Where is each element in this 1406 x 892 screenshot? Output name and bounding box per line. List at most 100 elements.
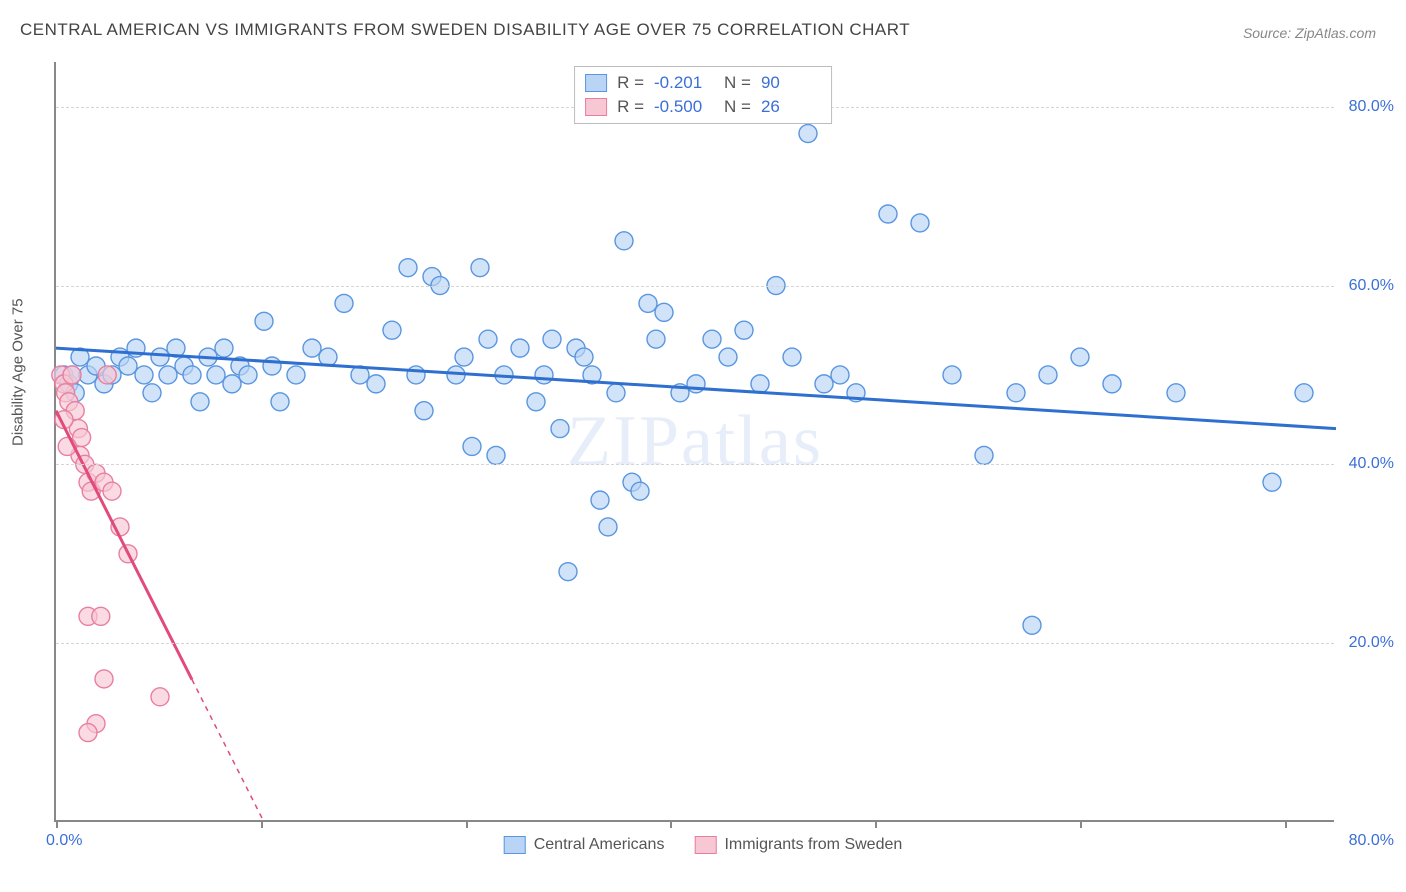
data-point <box>103 482 121 500</box>
series-legend: Central Americans Immigrants from Sweden <box>504 836 903 854</box>
legend-swatch <box>694 836 716 854</box>
r-label: R = <box>617 97 644 117</box>
data-point <box>615 232 633 250</box>
legend-item: Central Americans <box>504 836 665 854</box>
data-point <box>559 563 577 581</box>
data-point <box>143 384 161 402</box>
data-point <box>607 384 625 402</box>
data-point <box>159 366 177 384</box>
legend-swatch <box>504 836 526 854</box>
x-tick <box>875 820 877 828</box>
data-point <box>1039 366 1057 384</box>
data-point <box>1103 375 1121 393</box>
data-point <box>1167 384 1185 402</box>
data-point <box>639 294 657 312</box>
data-point <box>98 366 116 384</box>
data-point <box>591 491 609 509</box>
data-point <box>1071 348 1089 366</box>
data-point <box>1007 384 1025 402</box>
data-point <box>463 437 481 455</box>
data-point <box>599 518 617 536</box>
data-point <box>95 670 113 688</box>
data-point <box>511 339 529 357</box>
plot-svg <box>56 62 1334 820</box>
data-point <box>479 330 497 348</box>
data-point <box>215 339 233 357</box>
y-tick-label: 80.0% <box>1349 98 1394 116</box>
data-point <box>783 348 801 366</box>
data-point <box>975 446 993 464</box>
x-tick <box>56 820 58 828</box>
data-point <box>287 366 305 384</box>
data-point <box>63 366 81 384</box>
data-point <box>1263 473 1281 491</box>
y-tick-label: 60.0% <box>1349 277 1394 295</box>
chart-title: CENTRAL AMERICAN VS IMMIGRANTS FROM SWED… <box>20 20 910 40</box>
data-point <box>751 375 769 393</box>
data-point <box>207 366 225 384</box>
data-point <box>815 375 833 393</box>
regression-line <box>56 411 192 680</box>
data-point <box>1295 384 1313 402</box>
x-axis-max-label: 80.0% <box>1349 832 1394 850</box>
data-point <box>135 366 153 384</box>
x-tick <box>670 820 672 828</box>
data-point <box>92 607 110 625</box>
data-point <box>79 724 97 742</box>
n-label: N = <box>724 73 751 93</box>
plot-area: ZIPatlas 0.0% 80.0% 20.0%40.0%60.0%80.0% <box>54 62 1334 822</box>
data-point <box>471 259 489 277</box>
n-value: 26 <box>761 97 821 117</box>
y-tick-label: 40.0% <box>1349 455 1394 473</box>
legend-label: Immigrants from Sweden <box>724 836 902 854</box>
data-point <box>647 330 665 348</box>
regression-line <box>56 348 1336 428</box>
data-point <box>271 393 289 411</box>
data-point <box>551 420 569 438</box>
data-point <box>223 375 241 393</box>
data-point <box>1023 616 1041 634</box>
data-point <box>535 366 553 384</box>
n-value: 90 <box>761 73 821 93</box>
legend-item: Immigrants from Sweden <box>694 836 902 854</box>
data-point <box>151 348 169 366</box>
n-label: N = <box>724 97 751 117</box>
x-tick <box>466 820 468 828</box>
legend-swatch <box>585 74 607 92</box>
data-point <box>455 348 473 366</box>
data-point <box>487 446 505 464</box>
data-point <box>879 205 897 223</box>
x-tick <box>1080 820 1082 828</box>
correlation-legend: R = -0.201 N = 90 R = -0.500 N = 26 <box>574 66 832 124</box>
r-label: R = <box>617 73 644 93</box>
source-attribution: Source: ZipAtlas.com <box>1243 25 1376 41</box>
data-point <box>575 348 593 366</box>
data-point <box>415 402 433 420</box>
data-point <box>239 366 257 384</box>
gridline <box>56 464 1334 465</box>
data-point <box>399 259 417 277</box>
data-point <box>799 125 817 143</box>
r-value: -0.201 <box>654 73 714 93</box>
data-point <box>735 321 753 339</box>
data-point <box>543 330 561 348</box>
data-point <box>703 330 721 348</box>
data-point <box>119 357 137 375</box>
x-tick <box>261 820 263 828</box>
legend-row: R = -0.500 N = 26 <box>585 95 821 119</box>
data-point <box>335 294 353 312</box>
gridline <box>56 643 1334 644</box>
regression-line-extrapolated <box>192 680 264 822</box>
data-point <box>183 366 201 384</box>
data-point <box>719 348 737 366</box>
x-tick <box>1285 820 1287 828</box>
r-value: -0.500 <box>654 97 714 117</box>
chart-container: CENTRAL AMERICAN VS IMMIGRANTS FROM SWED… <box>0 0 1406 892</box>
y-axis-label: Disability Age Over 75 <box>10 298 27 446</box>
data-point <box>631 482 649 500</box>
data-point <box>655 303 673 321</box>
data-point <box>911 214 929 232</box>
data-point <box>831 366 849 384</box>
data-point <box>383 321 401 339</box>
data-point <box>303 339 321 357</box>
